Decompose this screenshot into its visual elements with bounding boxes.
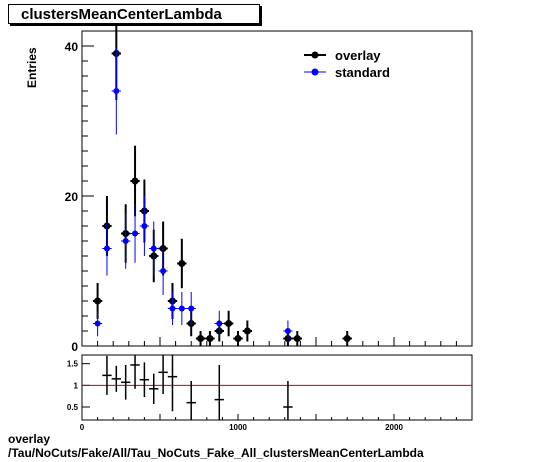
y-tick-label: 20 (65, 190, 79, 204)
ratio-plot-border (81, 354, 473, 421)
standard-point (169, 305, 176, 312)
standard-point (284, 328, 291, 334)
overlay-point (131, 177, 139, 185)
legend: overlay standard (304, 48, 390, 80)
footer-line-2: /Tau/NoCuts/Fake/All/Tau_NoCuts_Fake_All… (8, 446, 424, 460)
standard-point (160, 268, 167, 274)
ratio-plot-axes: 0.5 1 1.5 0 1000 2000 (67, 360, 473, 432)
legend-label-standard: standard (335, 65, 390, 80)
overlay-point (206, 335, 214, 342)
y-tick-label: 40 (65, 40, 79, 54)
ratio-y-tick-label: 0.5 (67, 403, 79, 412)
main-plot-marks (92, 7, 352, 346)
standard-point (141, 223, 148, 229)
footer-line-1: overlay (8, 432, 51, 446)
y-axis-label: Entries (25, 47, 39, 88)
legend-marker-overlay (311, 51, 319, 59)
overlay-point (225, 320, 233, 327)
ratio-x-tick-label: 1000 (229, 423, 247, 432)
overlay-point (243, 327, 251, 335)
standard-point (122, 238, 129, 244)
standard-point (188, 305, 195, 312)
standard-point (94, 320, 101, 327)
y-tick-label: 0 (71, 340, 78, 354)
main-plot-frame (81, 30, 473, 347)
overlay-point (197, 335, 205, 342)
main-plot-border (81, 30, 473, 347)
main-plot-axes: 0 20 40 (65, 40, 473, 354)
ratio-y-tick-label: 1 (74, 381, 79, 390)
overlay-point (178, 260, 186, 267)
ratio-x-tick-label: 2000 (385, 423, 403, 432)
legend-label-overlay: overlay (335, 48, 381, 63)
ratio-plot-marks (102, 355, 293, 420)
overlay-point (293, 335, 301, 342)
standard-point (150, 245, 157, 252)
ratio-plot-frame (81, 354, 473, 421)
overlay-point (234, 335, 242, 342)
ratio-x-tick-label: 0 (80, 423, 85, 432)
standard-point (103, 245, 110, 252)
chart-title: clustersMeanCenterLambda (8, 4, 260, 24)
standard-point (113, 88, 120, 94)
standard-point (132, 230, 139, 237)
standard-point (216, 320, 223, 327)
legend-marker-standard (311, 68, 319, 76)
ratio-y-tick-label: 1.5 (67, 360, 79, 369)
standard-point (178, 305, 185, 312)
overlay-point (343, 335, 351, 342)
overlay-point (94, 297, 102, 305)
